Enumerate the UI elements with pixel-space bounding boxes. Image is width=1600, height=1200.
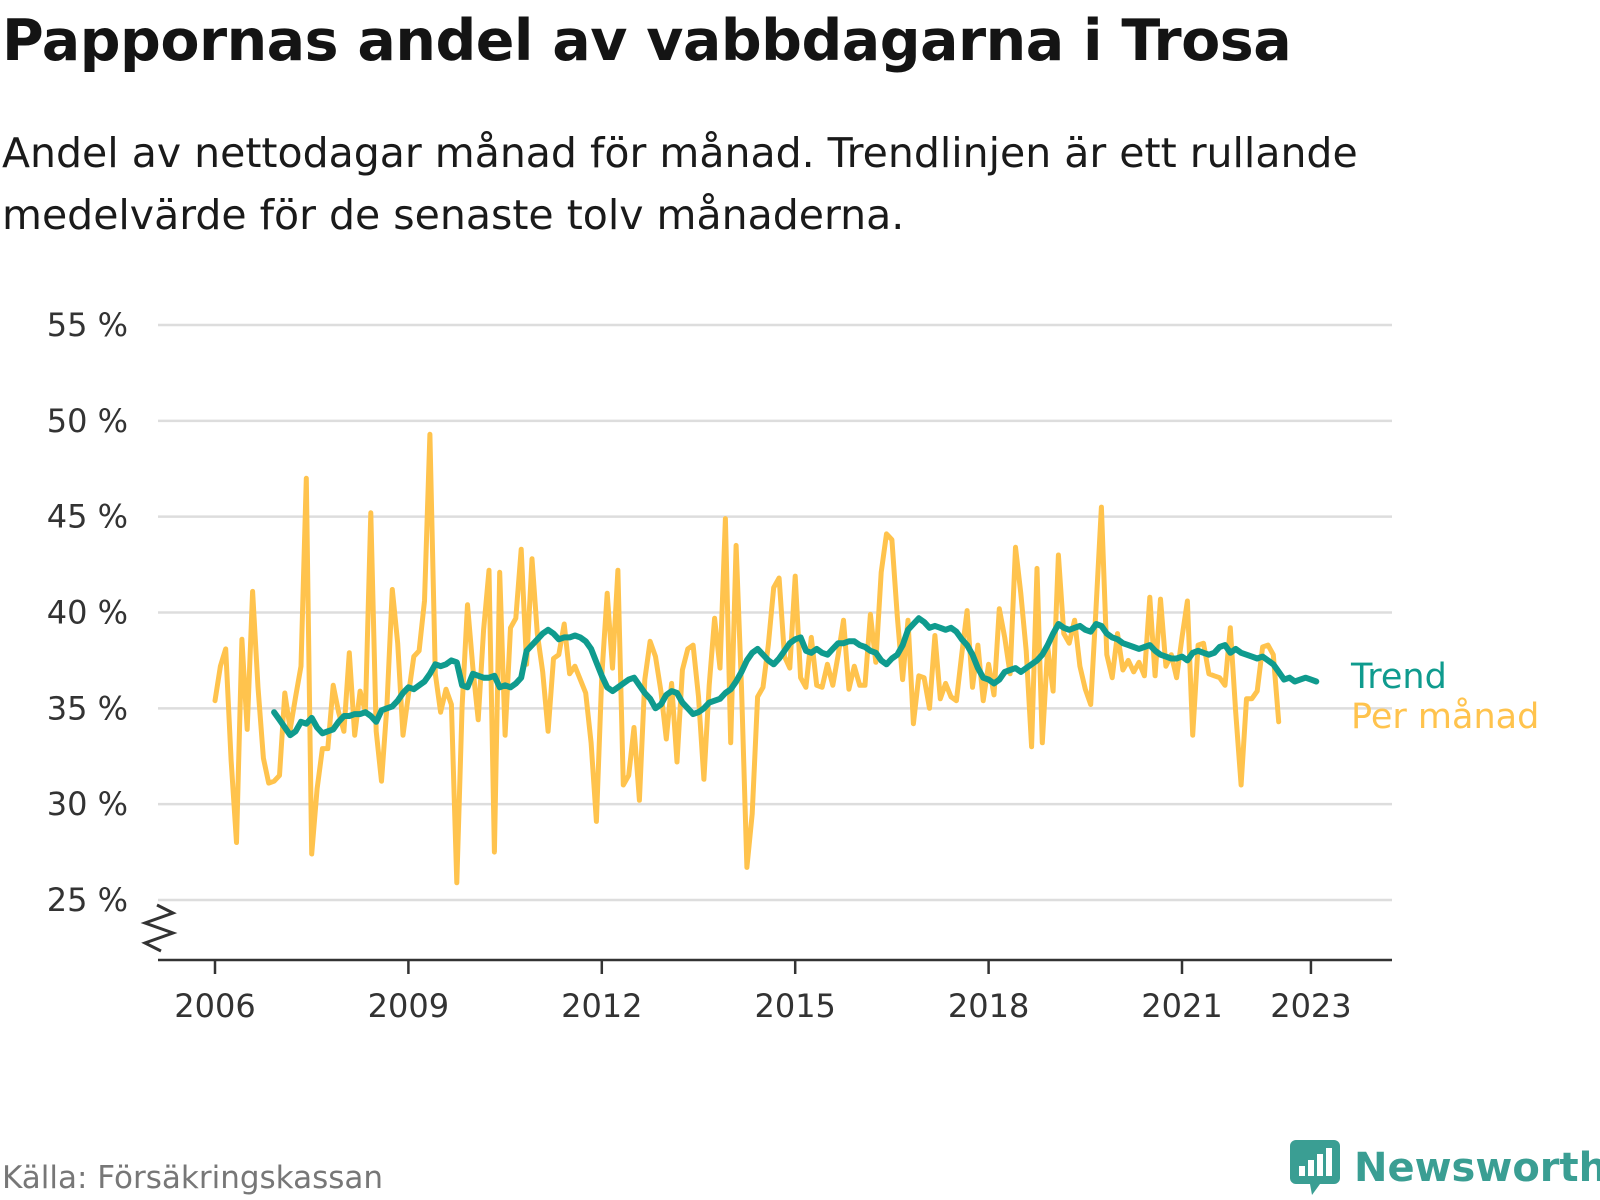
y-tick-label: 30 % (47, 785, 128, 823)
y-tick-label: 55 % (47, 306, 128, 344)
x-tick-label: 2018 (948, 987, 1029, 1025)
chart-subtitle: Andel av nettodagar månad för månad. Tre… (2, 129, 1358, 239)
x-tick-label: 2021 (1141, 987, 1222, 1025)
x-tick-label: 2012 (561, 987, 642, 1025)
y-tick-label: 50 % (47, 402, 128, 440)
x-axis: 2006 2009 2012 2015 2018 2021 2023 (140, 903, 1392, 1025)
brand-name: Newsworthy (1354, 1145, 1600, 1191)
y-tick-label: 25 % (47, 881, 128, 919)
y-tick-label: 45 % (47, 498, 128, 536)
axis-break-icon (140, 903, 178, 953)
brand-logo: Newsworthy (1290, 1140, 1600, 1196)
x-tick-label: 2023 (1270, 987, 1351, 1025)
y-axis-ticks: 25 % 30 % 35 % 40 % 45 % 50 % 55 % (47, 306, 128, 919)
x-tick-label: 2009 (368, 987, 449, 1025)
newsworthy-chart-icon (1290, 1140, 1340, 1195)
legend-trend: Trend (1350, 657, 1447, 697)
chart-title: Pappornas andel av vabbdagarna i Trosa (2, 8, 1292, 74)
line-chart: 25 % 30 % 35 % 40 % 45 % 50 % 55 % 2006 2009 201… (47, 306, 1540, 1025)
source-note: Källa: Försäkringskassan (2, 1160, 384, 1196)
trend-line (271, 615, 1320, 739)
x-tick-label: 2006 (174, 987, 255, 1025)
grid-lines (158, 323, 1392, 902)
y-tick-label: 35 % (47, 689, 128, 727)
legend-per-manad: Per månad (1351, 696, 1539, 737)
y-tick-label: 40 % (47, 594, 128, 632)
x-tick-label: 2015 (754, 987, 835, 1025)
series-lines (212, 431, 1320, 886)
monthly-line (212, 431, 1282, 886)
